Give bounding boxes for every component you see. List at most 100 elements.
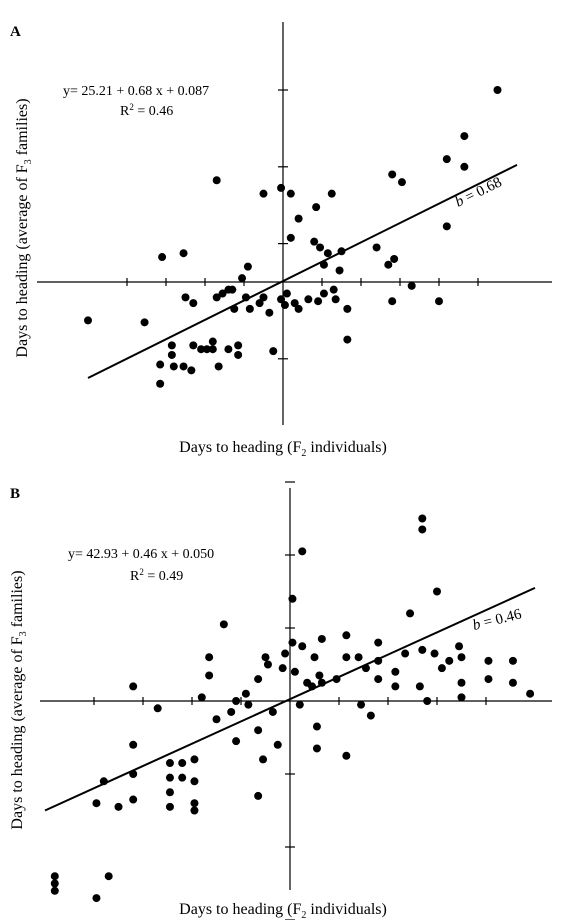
panel-a-data-point [329, 285, 338, 294]
panel-b-data-point [374, 638, 383, 647]
panel-a-data-point [167, 350, 176, 359]
panel-a-data-point [214, 362, 223, 371]
panel-a-data-point [460, 132, 469, 141]
panel-b-data-point [374, 656, 383, 665]
panel-a-data-point [277, 183, 286, 192]
panel-b-data-point [508, 656, 517, 665]
panel-b-data-point [317, 634, 326, 643]
panel-b-data-point [354, 653, 363, 662]
panel-a-data-point [218, 289, 227, 298]
panel-b-data-point [114, 802, 123, 811]
panel-a-data-point [234, 350, 243, 359]
panel-b-data-point [129, 770, 138, 778]
panel-a-data-point [319, 289, 328, 298]
panel-b-data-point [455, 642, 464, 651]
panel-b-data-point [244, 700, 253, 709]
panel-b-data-point [129, 740, 138, 749]
panel-a-data-point [156, 360, 165, 369]
panel-b-data-point [92, 799, 101, 808]
panel-b-data-point [401, 649, 410, 658]
panel-b-data-point [391, 682, 400, 691]
panel-b-data-point [295, 700, 304, 709]
panel-a-data-point [384, 260, 393, 269]
panel-a: A y= 25.21 + 0.68 x + 0.087 R2 = 0.46 b … [10, 22, 552, 459]
panel-b-data-point [288, 638, 297, 647]
panel-a-data-point [212, 293, 221, 302]
panel-b-label: B [10, 486, 20, 502]
panel-b-data-point [254, 726, 263, 735]
panel-a-data-point [442, 222, 451, 231]
panel-b-data-point [374, 675, 383, 684]
panel-b-data-point [190, 799, 199, 808]
panel-a-ticks [126, 89, 479, 360]
panel-a-data-point [372, 243, 381, 252]
panel-a-data-point [277, 295, 286, 304]
panel-a-data-point [189, 341, 198, 350]
panel-b-data-point [232, 697, 241, 705]
panel-b-data-point [268, 707, 277, 716]
panel-b-data-point [437, 664, 446, 673]
panel-a-data-point [179, 362, 188, 371]
panel-b-data-point [92, 894, 101, 903]
panel-b-data-point [129, 682, 138, 691]
panel-b-data-point [418, 514, 427, 523]
panel-b-data-point [391, 667, 400, 676]
panel-b-data-point [190, 755, 199, 764]
panel-a-data-point [243, 262, 252, 271]
panel-a-data-point [238, 274, 247, 283]
panel-b-x-label: Days to heading (F2 individuals) [179, 901, 387, 920]
panel-a-data-point [294, 214, 303, 223]
panel-a-data-point [388, 297, 397, 306]
panel-a-data-point [189, 299, 198, 308]
panel-b-data-point [342, 653, 351, 662]
panel-b-data-point [415, 682, 424, 691]
panel-b-points [50, 514, 535, 903]
panel-b-data-point [430, 649, 439, 658]
panel-b-data-point [298, 547, 307, 556]
panel-a-data-point [390, 254, 399, 263]
panel-a-data-point [314, 297, 323, 306]
panel-b-data-point [190, 777, 199, 786]
panel-b-data-point [526, 689, 535, 698]
panel-a-equation: y= 25.21 + 0.68 x + 0.087 [63, 84, 209, 99]
panel-b-data-point [406, 609, 415, 618]
panel-a-data-point [316, 243, 325, 252]
panel-b-data-point [418, 525, 427, 534]
panel-a-data-point [197, 345, 206, 354]
panel-b-data-point [99, 777, 108, 786]
panel-a-data-point [208, 337, 217, 346]
panel-b-data-point [418, 645, 427, 654]
panel-a-data-point [343, 335, 352, 344]
panel-a-x-label: Days to heading (F2 individuals) [179, 439, 387, 459]
panel-a-data-point [290, 299, 299, 308]
panel-b-data-point [197, 693, 206, 702]
panel-b-data-point [288, 594, 297, 603]
panel-b-y-label: Days to heading (average of F3 families) [9, 570, 29, 829]
panel-a-data-point [167, 341, 176, 350]
panel-a-data-point [234, 341, 243, 350]
panel-b-data-point [298, 642, 307, 651]
panel-b-data-point [342, 751, 351, 760]
panel-a-data-point [241, 293, 250, 302]
panel-b-data-point [308, 682, 317, 691]
panel-b-data-point [281, 649, 290, 658]
panel-a-data-point [335, 266, 344, 275]
panel-a-data-point [140, 318, 149, 327]
panel-a-data-point [304, 295, 313, 304]
panel-a-data-point [212, 176, 221, 185]
panel-a-data-point [224, 345, 233, 354]
panel-b-data-point [457, 678, 466, 687]
panel-b-data-point [205, 653, 214, 662]
panel-a-data-point [230, 304, 239, 313]
panel-a-data-point [255, 299, 264, 308]
panel-b-data-point [484, 656, 493, 665]
panel-b-data-point [263, 660, 272, 669]
panel-a-data-point [337, 247, 346, 256]
panel-b-data-point [50, 872, 59, 881]
panel-a-data-point [228, 285, 237, 294]
panel-a-data-point [179, 249, 188, 258]
panel-b-data-point [457, 693, 466, 702]
panel-a-data-point [460, 162, 469, 171]
panel-b-data-point [212, 715, 221, 724]
panel-a-data-point [265, 308, 274, 317]
